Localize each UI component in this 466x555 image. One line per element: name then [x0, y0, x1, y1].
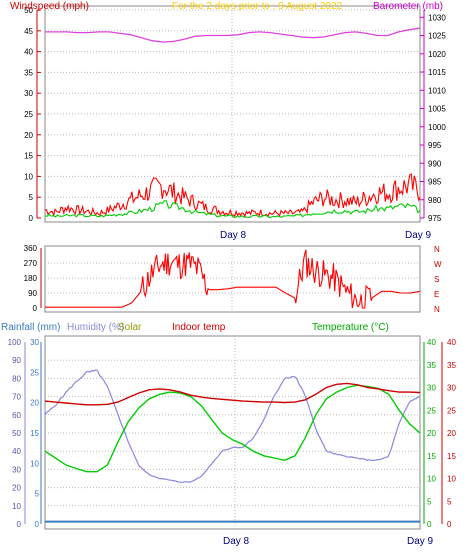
windspeed-axis: 0 5 10 15 20 25 30 35 40 45 50	[24, 6, 41, 223]
temperature-tick-label: 35	[427, 361, 436, 370]
temperature-tick-label: 5	[427, 497, 432, 506]
windspeed-tick-label: 15	[24, 152, 33, 161]
temperature-tick-label: 40	[427, 338, 436, 347]
temp-x-label-day9: Day 9	[407, 536, 434, 547]
temperature-tick-label: 30	[427, 384, 436, 393]
temperature-tick-label: 25	[427, 406, 436, 415]
windspeed-tick-label: 5	[29, 193, 34, 202]
humidity-tick-label: 80	[12, 374, 21, 383]
temperature-tick-label: 20	[427, 429, 436, 438]
direction-line	[45, 249, 421, 309]
temp-x-label-day8: Day 8	[223, 536, 250, 547]
windspeed-tick-label: 10	[24, 172, 33, 181]
windspeed-tick-label: 45	[24, 27, 33, 36]
barometer-tick-label: 1030	[428, 13, 446, 22]
rainfall-tick-label: 30	[30, 338, 39, 347]
legend-indoor: Indoor temp	[172, 322, 226, 333]
direction-tick-label: 360	[24, 244, 38, 253]
humidity-tick-label: 60	[12, 411, 21, 420]
barometer-tick-label: 975	[428, 214, 442, 223]
humidity-line	[44, 369, 421, 483]
barometer-tick-label: 980	[428, 196, 442, 205]
direction-gridlines	[45, 262, 420, 294]
direction-tick-label: 270	[24, 259, 38, 268]
barometer-tick-label: 1000	[428, 123, 446, 132]
wind-x-label-day9: Day 9	[405, 230, 432, 241]
barometer-tick-label: 1010	[428, 86, 446, 95]
humidity-tick-label: 10	[12, 502, 21, 511]
humidity-tick-label: 0	[17, 520, 22, 529]
legend-humidity: Humidity (%)	[67, 322, 124, 333]
indoor-temp-line	[44, 382, 421, 406]
humidity-tick-label: 100	[8, 338, 22, 347]
direction-series	[45, 249, 421, 309]
humidity-tick-label: 30	[12, 465, 21, 474]
temperature-gridlines	[45, 359, 420, 507]
indoor-tick-label: 40	[447, 338, 456, 347]
direction-tick-label: 180	[24, 274, 38, 283]
barometer-tick-label: 1020	[428, 50, 446, 59]
period-label: For the 2 days prior to : 9 August 2022	[172, 1, 343, 12]
humidity-tick-label: 20	[12, 484, 21, 493]
direction-compass-label: E	[434, 290, 439, 299]
barometer-axis: 975 980 985 990 995 1000 1005 1010 1015 1020 1025 1…	[420, 10, 446, 223]
barometer-line	[45, 27, 421, 43]
direction-tick-label: 0	[33, 304, 38, 313]
humidity-tick-label: 40	[12, 447, 21, 456]
barometer-tick-label: 985	[428, 178, 442, 187]
rainfall-tick-label: 25	[30, 368, 39, 377]
temperature-tick-label: 0	[427, 520, 432, 529]
rainfall-tick-label: 10	[30, 459, 39, 468]
windspeed-tick-label: 25	[24, 110, 33, 119]
barometer-tick-label: 1015	[428, 68, 446, 77]
windspeed-tick-label: 35	[24, 68, 33, 77]
barometer-tick-label: 995	[428, 141, 442, 150]
wind-series	[44, 27, 421, 219]
rainfall-tick-label: 0	[35, 520, 40, 529]
rainfall-tick-label: 20	[30, 399, 39, 408]
windspeed-tick-label: 40	[24, 48, 33, 57]
humidity-tick-label: 90	[12, 356, 21, 365]
indoor-tick-label: 10	[447, 475, 456, 484]
legend-solar: Solar	[118, 322, 142, 333]
gust-line	[44, 199, 421, 219]
wind-x-label-day8: Day 8	[220, 230, 247, 241]
indoor-tick-label: 25	[447, 406, 456, 415]
legend-rainfall: Rainfall (mm)	[1, 322, 60, 333]
direction-compass-label: N	[434, 305, 440, 314]
windspeed-tick-label: 0	[29, 214, 34, 223]
temperature-tick-label: 10	[427, 475, 436, 484]
windspeed-tick-label: 20	[24, 131, 33, 140]
humidity-tick-label: 70	[12, 393, 21, 402]
indoor-tick-label: 0	[447, 520, 452, 529]
windspeed-line	[44, 173, 421, 218]
temperature-axes: 0102030405060708090100051015202530051015…	[8, 338, 457, 529]
indoor-tick-label: 15	[447, 452, 456, 461]
windspeed-axis-label: Windspeed (mph)	[10, 1, 89, 12]
windspeed-tick-label: 50	[24, 6, 33, 15]
barometer-tick-label: 1025	[428, 32, 446, 41]
humidity-tick-label: 50	[12, 429, 21, 438]
direction-compass-label: N	[434, 245, 440, 254]
barometer-axis-label: Barometer (mb)	[373, 1, 443, 12]
barometer-tick-label: 990	[428, 159, 442, 168]
legend-temperature: Temperature (°C)	[312, 322, 389, 333]
direction-compass-label: W	[434, 260, 442, 269]
barometer-tick-label: 1005	[428, 105, 446, 114]
indoor-tick-label: 20	[447, 429, 456, 438]
indoor-tick-label: 35	[447, 361, 456, 370]
indoor-tick-label: 30	[447, 384, 456, 393]
direction-compass-label: S	[434, 275, 439, 284]
rainfall-tick-label: 5	[35, 490, 40, 499]
direction-degree-axis: 0 90 180 270 360	[24, 244, 42, 313]
indoor-tick-label: 5	[447, 497, 452, 506]
rainfall-tick-label: 15	[30, 429, 39, 438]
temperature-tick-label: 15	[427, 452, 436, 461]
temperature-series	[44, 369, 421, 523]
direction-tick-label: 90	[28, 289, 37, 298]
windspeed-tick-label: 30	[24, 89, 33, 98]
